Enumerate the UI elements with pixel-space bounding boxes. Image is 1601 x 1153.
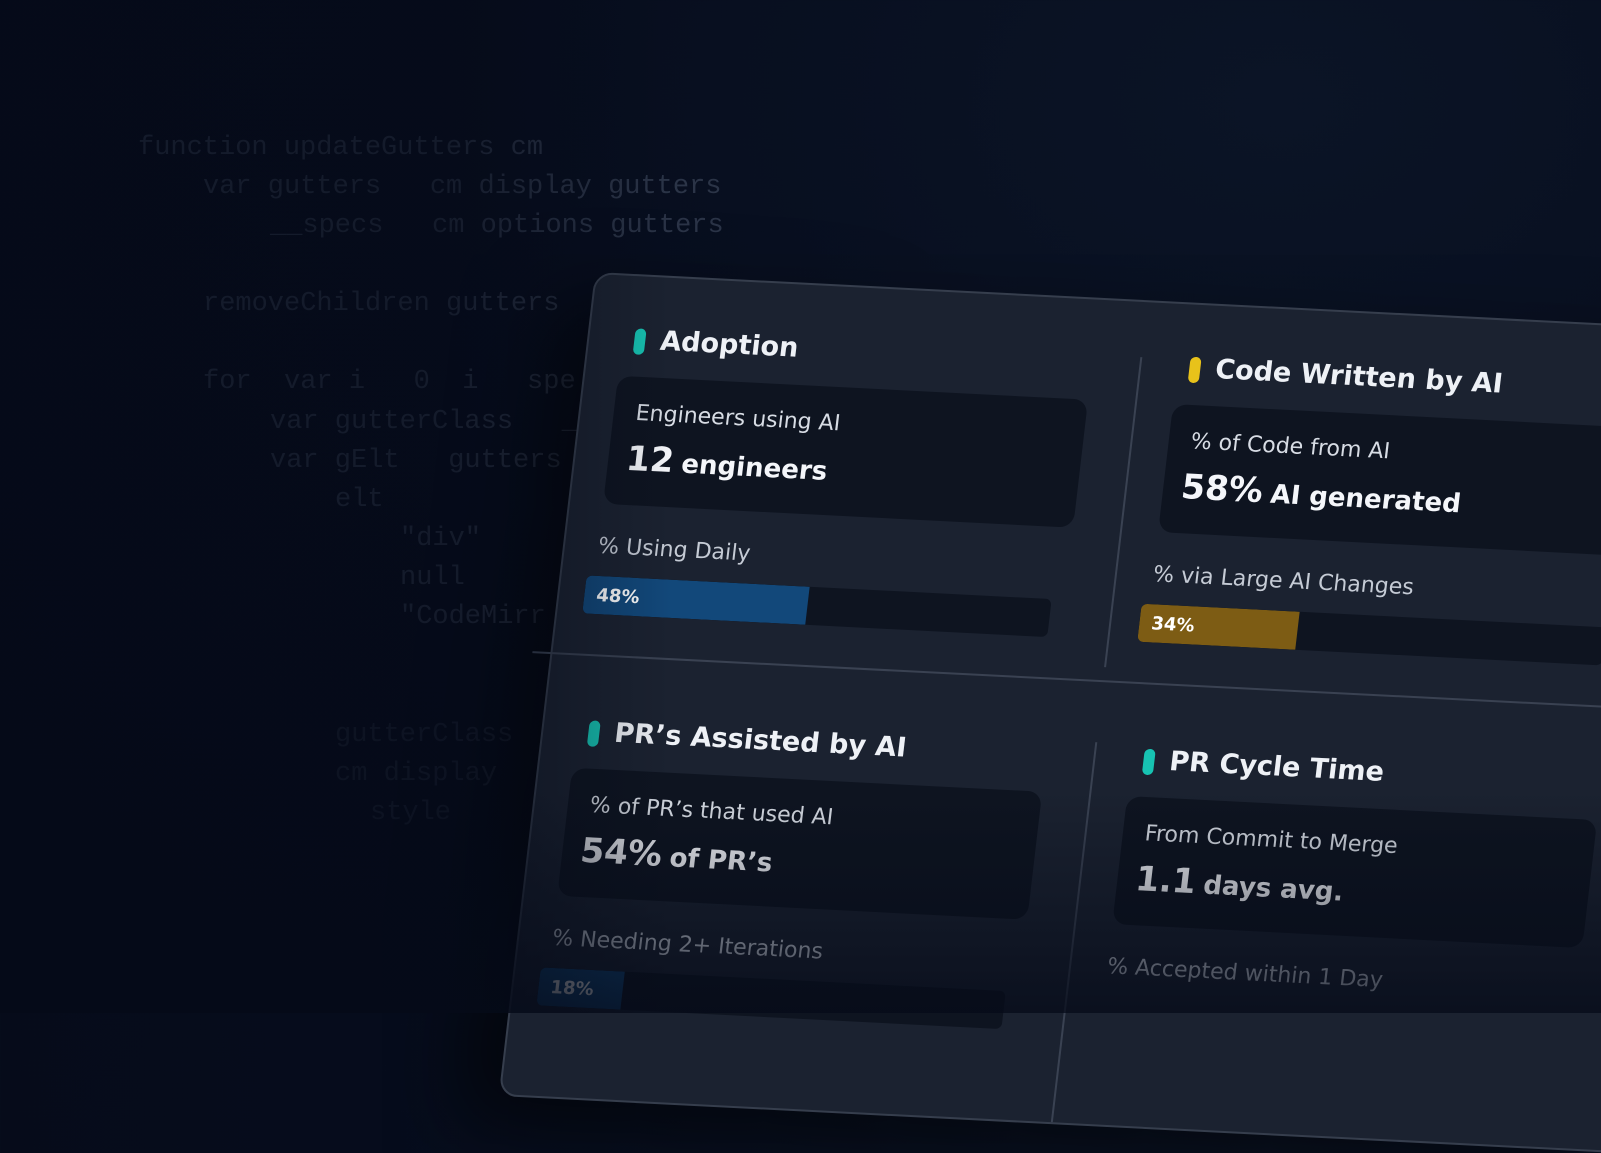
metric-number: 58% xyxy=(1179,467,1266,512)
progress-track: 34% xyxy=(1137,603,1601,666)
code-line: elt xyxy=(335,485,384,515)
section-title: Code Written by AI xyxy=(1213,354,1505,400)
metric-unit: AI generated xyxy=(1268,479,1463,520)
accent-pill xyxy=(586,720,601,747)
code-line: removeChildren gutters xyxy=(203,289,560,319)
progress-track: 48% xyxy=(582,575,1052,638)
metric-unit: of PR’s xyxy=(667,843,775,879)
section-title: PR’s Assisted by AI xyxy=(612,717,909,764)
metric-section: PR Cycle Time From Commit to Merge 1.1 days… xyxy=(1102,745,1601,1142)
metric-value: 12 engineers xyxy=(624,439,830,489)
metric-card: % of PR’s that used AI 54% of PR’s xyxy=(557,767,1043,920)
section-title: Adoption xyxy=(658,325,801,364)
metric-label: % of PR’s that used AI xyxy=(588,792,835,831)
progress-label: % via Large AI Changes xyxy=(1151,562,1416,601)
code-line: __specs cm options gutters xyxy=(270,211,724,241)
metric-section: Code Written by AI% of Code from AI 58% AI… xyxy=(1137,353,1601,750)
code-line: function updateGutters cm xyxy=(138,133,544,163)
dashboard-panel: Adoption Engineers using AI 12 engineers % U… xyxy=(498,272,1601,1153)
metric-label: Engineers using AI xyxy=(634,400,842,437)
accent-pill xyxy=(1141,748,1156,776)
metric-card: From Commit to Merge 1.1 days avg. xyxy=(1112,796,1598,949)
progress-value: 34% xyxy=(1150,613,1196,637)
accent-pill xyxy=(632,328,647,355)
metric-value: 54% of PR’s xyxy=(578,831,775,881)
metric-number: 54% xyxy=(578,830,665,875)
code-line: "div" xyxy=(400,524,482,554)
progress-label: % Using Daily xyxy=(596,533,752,567)
metric-value: 58% AI generated xyxy=(1179,467,1463,521)
code-line: for var i 0 i spe xyxy=(203,367,576,397)
metric-section: PR’s Assisted by AI% of PR’s that used A… xyxy=(536,716,1110,1113)
code-line: "CodeMirr xyxy=(400,602,546,632)
code-line: style xyxy=(370,798,452,828)
section-title: PR Cycle Time xyxy=(1167,746,1386,788)
metric-unit: days avg. xyxy=(1201,870,1346,908)
accent-pill xyxy=(1187,356,1202,384)
metric-section: Adoption Engineers using AI 12 engineers % U… xyxy=(582,324,1156,721)
metric-label: % of Code from AI xyxy=(1189,429,1392,465)
code-line: var gElt gutters xyxy=(270,446,562,476)
code-line: var gutterClass _ xyxy=(270,407,578,437)
progress-track: 18% xyxy=(536,967,1006,1030)
code-line: var gutters cm display gutters xyxy=(203,172,722,202)
metric-value: 1.1 days avg. xyxy=(1133,859,1346,910)
progress-value: 18% xyxy=(549,976,595,1001)
code-line: cm display xyxy=(335,759,498,789)
metric-number: 12 xyxy=(624,438,677,482)
code-line: null xyxy=(400,563,465,593)
metric-unit: engineers xyxy=(679,449,829,487)
progress-value: 48% xyxy=(595,584,641,609)
metric-card: % of Code from AI 58% AI generated xyxy=(1158,404,1601,557)
metric-label: From Commit to Merge xyxy=(1143,821,1400,860)
metric-number: 1.1 xyxy=(1133,859,1199,903)
progress-label: % Needing 2+ Iterations xyxy=(550,925,825,965)
metric-card: Engineers using AI 12 engineers xyxy=(603,375,1089,528)
code-line: gutterClass xyxy=(335,720,514,750)
progress-label: % Accepted within 1 Day xyxy=(1105,954,1385,994)
